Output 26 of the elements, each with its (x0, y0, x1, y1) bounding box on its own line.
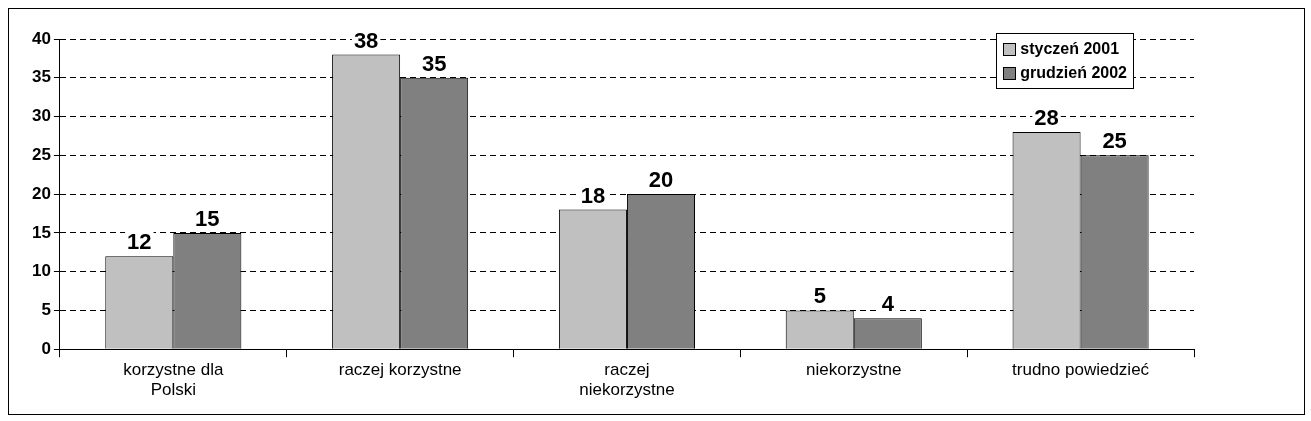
data-label: 4 (881, 291, 895, 317)
data-label: 5 (813, 283, 826, 309)
data-label: 25 (1102, 128, 1127, 154)
x-tick-label: niekorzystne (806, 360, 902, 380)
y-tick-label: 40 (31, 28, 51, 48)
y-tick-label: 15 (31, 222, 51, 242)
data-label: 28 (1034, 105, 1059, 131)
data-label: 20 (648, 167, 674, 193)
legend-label: styczeń 2001 (1020, 39, 1120, 59)
data-label: 35 (421, 50, 447, 76)
legend-label: grudzień 2002 (1020, 63, 1127, 83)
y-tick-label: 30 (31, 106, 51, 126)
y-tick-label: 25 (31, 145, 51, 165)
data-label: 15 (195, 205, 220, 231)
y-tick-label: 10 (31, 261, 51, 281)
y-tick-label: 35 (31, 67, 51, 87)
x-tick-label: raczej korzystne (338, 360, 462, 380)
y-tick-label: 5 (41, 300, 51, 320)
y-tick-label: 20 (31, 183, 51, 203)
y-tick-label: 0 (41, 338, 51, 358)
data-label: 12 (127, 229, 152, 255)
data-label: 18 (580, 182, 606, 208)
x-tick-label: korzystne dla Polski (123, 360, 224, 400)
data-label: 38 (353, 27, 379, 53)
x-tick-label: trudno powiedzieć (1012, 360, 1150, 380)
x-tick-label: raczej niekorzystne (579, 360, 675, 400)
